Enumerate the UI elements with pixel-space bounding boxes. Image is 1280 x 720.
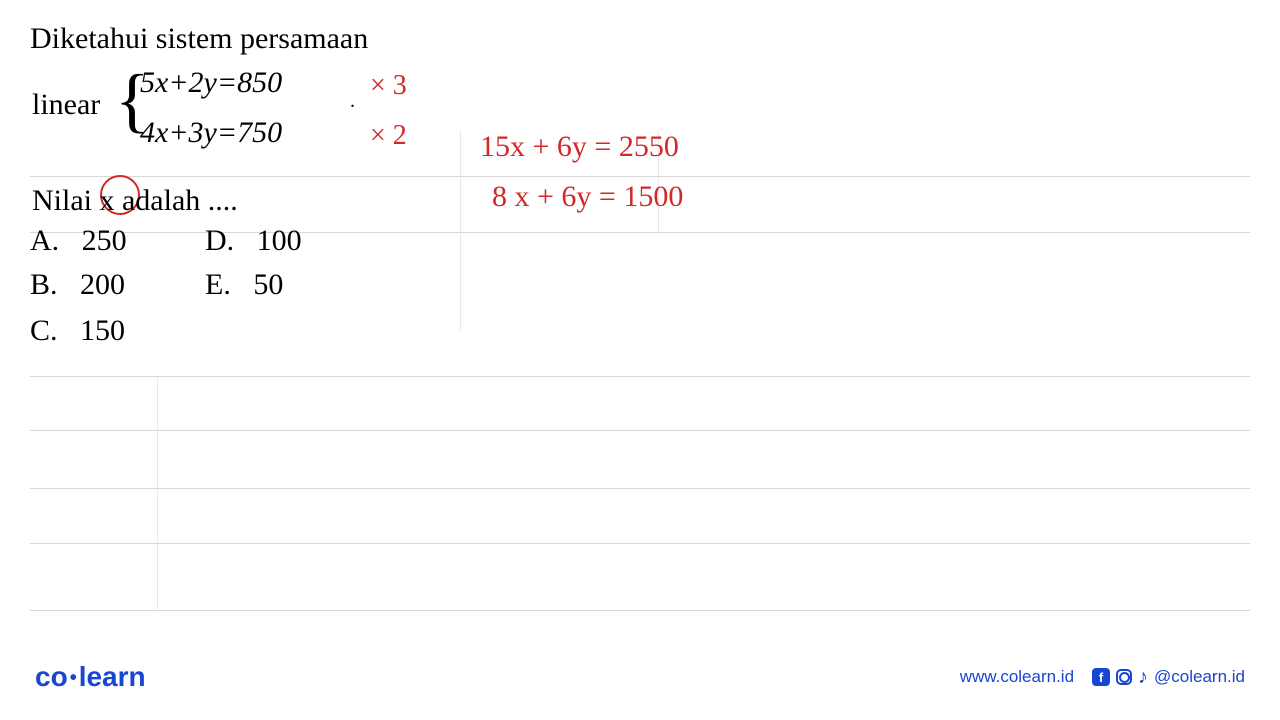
logo-part1: co bbox=[35, 661, 68, 692]
ruled-line bbox=[30, 488, 1250, 489]
question-text: Nilai x adalah .... bbox=[32, 184, 238, 218]
footer: co•learn www.colearn.id f ♪ @colearn.id bbox=[0, 652, 1280, 702]
equation-2: 4x+3y=750 bbox=[140, 116, 282, 150]
social-handle[interactable]: @colearn.id bbox=[1154, 667, 1245, 687]
option-value: 150 bbox=[80, 314, 125, 347]
guide-line bbox=[157, 376, 158, 611]
instagram-icon[interactable] bbox=[1116, 669, 1132, 685]
facebook-icon[interactable]: f bbox=[1092, 668, 1110, 686]
option-a: A. 250 bbox=[30, 224, 127, 258]
equation-1: 5x+2y=850 bbox=[140, 66, 282, 100]
option-value: 250 bbox=[82, 224, 127, 257]
ruled-line bbox=[30, 430, 1250, 431]
guide-line bbox=[460, 130, 461, 330]
option-value: 50 bbox=[253, 268, 283, 301]
logo-dot: • bbox=[70, 667, 77, 689]
option-letter: A. bbox=[30, 224, 59, 257]
option-value: 100 bbox=[257, 224, 302, 257]
footer-url[interactable]: www.colearn.id bbox=[960, 667, 1074, 687]
option-letter: C. bbox=[30, 314, 58, 347]
option-b: B. 200 bbox=[30, 268, 125, 302]
ruled-line bbox=[30, 376, 1250, 377]
problem-title: Diketahui sistem persamaan bbox=[30, 22, 368, 56]
annotation-derived-eq2: 8 x + 6y = 1500 bbox=[492, 180, 683, 214]
option-e: E. 50 bbox=[205, 268, 283, 302]
footer-right: www.colearn.id f ♪ @colearn.id bbox=[960, 666, 1245, 689]
option-d: D. 100 bbox=[205, 224, 302, 258]
annotation-multiply-1: × 3 bbox=[370, 70, 407, 102]
trailing-period: . bbox=[350, 90, 355, 113]
option-letter: E. bbox=[205, 268, 231, 301]
annotation-derived-eq1: 15x + 6y = 2550 bbox=[480, 130, 679, 164]
ruled-line bbox=[30, 176, 1250, 177]
linear-label: linear bbox=[32, 88, 100, 122]
ruled-line bbox=[30, 543, 1250, 544]
option-letter: B. bbox=[30, 268, 58, 301]
annotation-multiply-2: × 2 bbox=[370, 120, 407, 152]
social-icons: f ♪ @colearn.id bbox=[1092, 666, 1245, 689]
option-c: C. 150 bbox=[30, 314, 125, 348]
option-value: 200 bbox=[80, 268, 125, 301]
ruled-line bbox=[30, 610, 1250, 611]
option-letter: D. bbox=[205, 224, 234, 257]
page-root: Diketahui sistem persamaan linear { 5x+2… bbox=[0, 0, 1280, 720]
logo-part2: learn bbox=[79, 661, 146, 692]
brand-logo: co•learn bbox=[35, 661, 146, 693]
tiktok-icon[interactable]: ♪ bbox=[1138, 666, 1148, 689]
